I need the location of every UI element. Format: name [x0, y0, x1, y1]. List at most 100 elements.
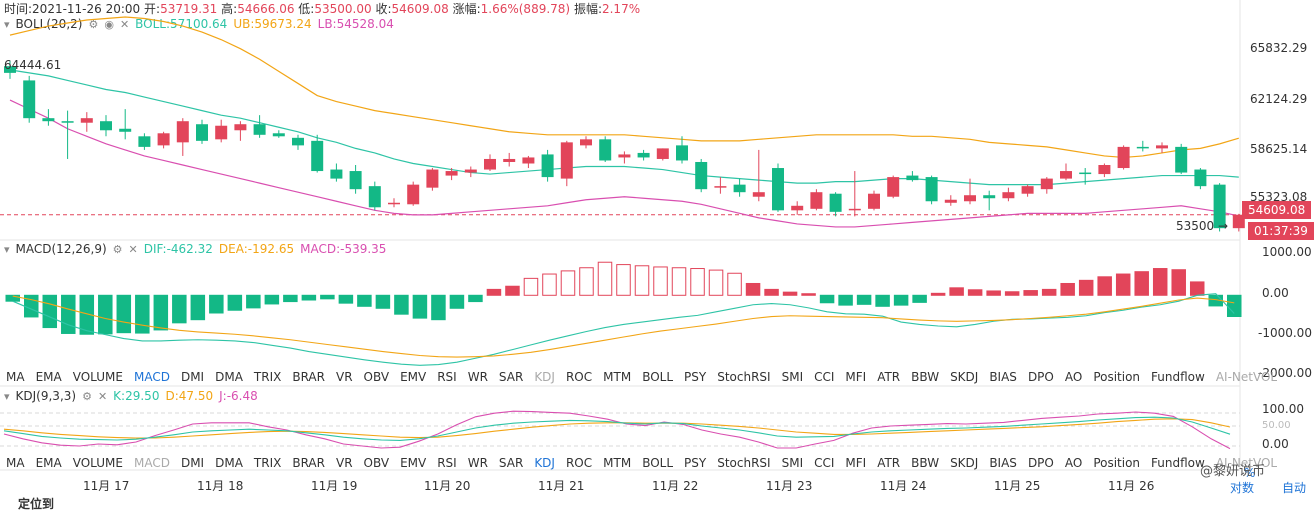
gear-icon[interactable]: ⚙ [82, 389, 92, 403]
macd-histogram-bar [42, 294, 58, 329]
tab-ai-netvol[interactable]: AI-NetVOL [1215, 456, 1278, 470]
tab-dma[interactable]: DMA [215, 456, 243, 470]
tab-ai-netvol[interactable]: AI-NetVOL [1215, 370, 1278, 384]
candle-body [138, 136, 151, 147]
tab-dpo[interactable]: DPO [1027, 456, 1054, 470]
tab-mtm[interactable]: MTM [603, 370, 632, 384]
tab-trix[interactable]: TRIX [253, 456, 282, 470]
macd-histogram-bar [153, 294, 169, 331]
tab-bbw[interactable]: BBW [911, 456, 940, 470]
close-icon[interactable]: ✕ [128, 242, 138, 256]
tab-emv[interactable]: EMV [400, 370, 427, 384]
tab-cci[interactable]: CCI [814, 370, 835, 384]
tab-cci[interactable]: CCI [814, 456, 835, 470]
tab-fundflow[interactable]: Fundflow [1151, 456, 1205, 470]
tab-trix[interactable]: TRIX [253, 370, 282, 384]
tab-vr[interactable]: VR [335, 456, 353, 470]
tab-mfi[interactable]: MFI [845, 456, 867, 470]
tab-emv[interactable]: EMV [400, 456, 427, 470]
tab-psy[interactable]: PSY [684, 370, 707, 384]
tab-sar[interactable]: SAR [498, 370, 524, 384]
tab-vr[interactable]: VR [335, 370, 353, 384]
chevron-down-icon[interactable]: ▾ [4, 242, 10, 256]
tab-obv[interactable]: OBV [363, 370, 390, 384]
percent-toggle[interactable]: % [1244, 466, 1256, 480]
tab-roc[interactable]: ROC [565, 370, 593, 384]
kdj-legend: ▾ KDJ(9,3,3) ⚙ ✕ K:29.50 D:47.50 J:-6.48 [4, 389, 258, 403]
tab-mtm[interactable]: MTM [603, 456, 632, 470]
eye-icon[interactable]: ◉ [104, 17, 114, 31]
candle-body [1117, 146, 1130, 169]
chevron-down-icon[interactable]: ▾ [4, 17, 10, 31]
tab-volume[interactable]: VOLUME [72, 456, 123, 470]
tab-fundflow[interactable]: Fundflow [1151, 370, 1205, 384]
macd-histogram-bar [616, 264, 631, 296]
tab-kdj[interactable]: KDJ [534, 370, 555, 384]
tab-dmi[interactable]: DMI [180, 370, 205, 384]
macd-dea-label: DEA: [218, 242, 248, 256]
tab-ema[interactable]: EMA [35, 456, 62, 470]
tab-brar[interactable]: BRAR [292, 456, 325, 470]
tab-macd[interactable]: MACD [133, 370, 170, 384]
tab-position[interactable]: Position [1093, 370, 1141, 384]
auto-scale-toggle[interactable]: 自动 [1282, 481, 1307, 495]
tab-volume[interactable]: VOLUME [72, 370, 123, 384]
close-icon[interactable]: ✕ [97, 389, 108, 403]
tab-wr[interactable]: WR [467, 456, 488, 470]
tab-dma[interactable]: DMA [215, 370, 243, 384]
tab-ema[interactable]: EMA [35, 370, 62, 384]
close-icon[interactable]: ✕ [119, 17, 130, 31]
tab-bias[interactable]: BIAS [989, 456, 1017, 470]
tab-wr[interactable]: WR [467, 370, 488, 384]
macd-macd-value: -539.35 [340, 242, 387, 256]
tab-smi[interactable]: SMI [781, 370, 804, 384]
tab-kdj[interactable]: KDJ [534, 456, 555, 470]
macd-histogram-bar [893, 294, 909, 306]
tab-boll[interactable]: BOLL [642, 456, 674, 470]
tab-boll[interactable]: BOLL [642, 370, 674, 384]
tab-skdj[interactable]: SKDJ [950, 370, 979, 384]
tab-sar[interactable]: SAR [498, 456, 524, 470]
tab-atr[interactable]: ATR [877, 370, 901, 384]
date-label: 11月 25 [994, 479, 1041, 493]
candle-body [637, 152, 650, 158]
macd-dif-value: -462.32 [166, 242, 213, 256]
log-scale-toggle[interactable]: 对数 [1230, 481, 1255, 495]
tab-mfi[interactable]: MFI [845, 370, 867, 384]
tab-ao[interactable]: AO [1064, 370, 1083, 384]
tab-macd[interactable]: MACD [133, 456, 170, 470]
gear-icon[interactable]: ⚙ [112, 242, 123, 256]
tab-skdj[interactable]: SKDJ [950, 456, 979, 470]
tab-atr[interactable]: ATR [877, 456, 901, 470]
macd-histogram-bar [930, 292, 946, 296]
tab-ao[interactable]: AO [1064, 456, 1083, 470]
tab-smi[interactable]: SMI [781, 456, 804, 470]
tab-bbw[interactable]: BBW [911, 370, 940, 384]
tab-rsi[interactable]: RSI [437, 456, 457, 470]
tab-position[interactable]: Position [1093, 456, 1141, 470]
macd-histogram-bar [320, 294, 335, 300]
kdj-d-readout: D:47.50 [165, 389, 213, 403]
tab-brar[interactable]: BRAR [292, 370, 325, 384]
candle-body [906, 175, 919, 181]
tab-stochrsi[interactable]: StochRSI [717, 456, 771, 470]
macd-histogram-bar [801, 293, 816, 296]
tab-dpo[interactable]: DPO [1027, 370, 1054, 384]
candle-body [368, 186, 381, 208]
tab-obv[interactable]: OBV [363, 456, 390, 470]
macd-dif-label: DIF: [143, 242, 167, 256]
tab-roc[interactable]: ROC [565, 456, 593, 470]
chevron-down-icon[interactable]: ▾ [4, 389, 10, 403]
macd-histogram-bar [838, 294, 853, 306]
tab-psy[interactable]: PSY [684, 456, 707, 470]
tab-stochrsi[interactable]: StochRSI [717, 370, 771, 384]
low-label: 低: [298, 2, 315, 16]
tab-rsi[interactable]: RSI [437, 370, 457, 384]
tab-dmi[interactable]: DMI [180, 456, 205, 470]
tab-ma[interactable]: MA [6, 456, 25, 470]
macd-histogram-bar [875, 294, 890, 307]
tab-bias[interactable]: BIAS [989, 370, 1017, 384]
tab-ma[interactable]: MA [6, 370, 25, 384]
gear-icon[interactable]: ⚙ [88, 17, 99, 31]
